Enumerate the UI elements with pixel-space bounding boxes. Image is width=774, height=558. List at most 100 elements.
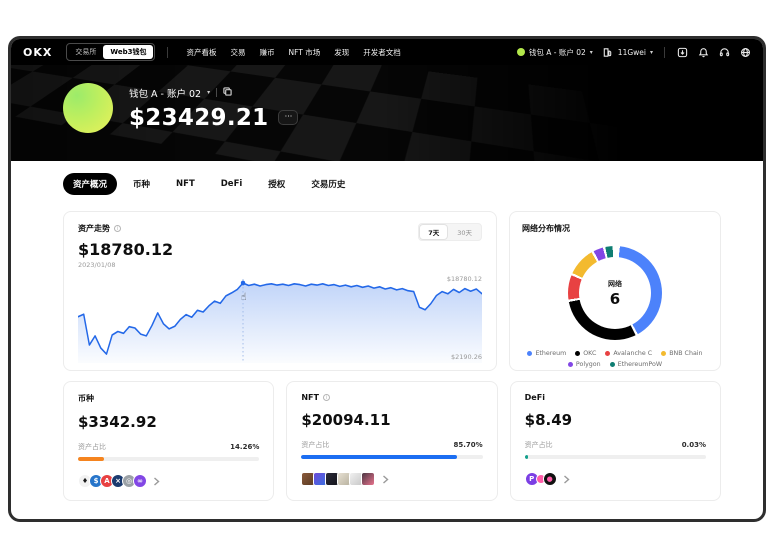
asset-trend-card: 资产走势 i $18780.12 2023/01/08 7天 30天 bbox=[63, 211, 497, 371]
chart-min-label: $2190.26 bbox=[450, 353, 482, 361]
eth-icon: ♦ bbox=[78, 474, 92, 488]
tab-nft[interactable]: NFT bbox=[176, 179, 195, 189]
menu-nft-market[interactable]: NFT 市场 bbox=[288, 47, 321, 57]
okx-logo: OKX bbox=[23, 45, 53, 59]
asset-trend-date: 2023/01/08 bbox=[78, 261, 116, 269]
chevron-down-icon: ▾ bbox=[589, 48, 593, 56]
defi-protocol-icons: P ● bbox=[524, 472, 557, 486]
menu-asset-dashboard[interactable]: 资产看板 bbox=[186, 47, 217, 57]
exchange-web3-toggle: 交易所 Web3钱包 bbox=[66, 43, 156, 61]
nft-ratio-percent: 85.70% bbox=[453, 441, 483, 449]
nav-divider bbox=[167, 46, 169, 58]
info-icon[interactable]: i bbox=[114, 225, 121, 232]
account-switcher[interactable]: 钱包 A - 账户 02 ▾ bbox=[516, 47, 593, 58]
nft-card-title: NFT bbox=[301, 393, 319, 402]
main-content: 资产概况 币种 NFT DeFi 授权 交易历史 资产走势 i $18780.1… bbox=[11, 161, 763, 501]
defi-ratio-percent: 0.03% bbox=[681, 441, 706, 449]
gas-pump-icon bbox=[602, 46, 614, 58]
defi-progress-track bbox=[524, 455, 706, 459]
network-donut-chart[interactable]: 网络 6 bbox=[568, 246, 662, 340]
tab-history[interactable]: 交易历史 bbox=[311, 180, 346, 190]
toggle-exchange[interactable]: 交易所 bbox=[75, 48, 97, 56]
top-navbar: OKX 交易所 Web3钱包 资产看板 交易 赚币 NFT 市场 发现 开发者文… bbox=[11, 39, 763, 65]
nft-progress-track bbox=[301, 455, 483, 459]
headset-icon[interactable] bbox=[718, 46, 730, 58]
legend-item-avalanche: Avalanche C bbox=[605, 350, 652, 357]
nav-menu: 资产看板 交易 赚币 NFT 市场 发现 开发者文档 bbox=[186, 47, 400, 58]
tab-asset-overview[interactable]: 资产概况 bbox=[63, 173, 118, 195]
tokens-summary-card: 币种 $3342.92 资产占比 14.26% ♦ $ A × ◎ ∞ bbox=[63, 381, 275, 501]
section-tabs: 资产概况 币种 NFT DeFi 授权 交易历史 bbox=[63, 173, 721, 195]
tokens-value: $3342.92 bbox=[78, 413, 157, 431]
nft-summary-card: NFT i $20094.11 资产占比 85.70% bbox=[286, 381, 498, 501]
wallet-hero: 钱包 A - 账户 02 ▾ $23429.21 ··· bbox=[11, 65, 763, 161]
polygon-icon: ∞ bbox=[133, 474, 147, 488]
defi-progress-bar bbox=[524, 455, 529, 459]
defi-value: $8.49 bbox=[524, 411, 573, 429]
info-icon[interactable]: i bbox=[322, 394, 330, 401]
tokens-ratio-label: 资产占比 bbox=[78, 443, 106, 451]
app-window: OKX 交易所 Web3钱包 资产看板 交易 赚币 NFT 市场 发现 开发者文… bbox=[8, 36, 766, 522]
legend-item-okc: OKC bbox=[575, 350, 596, 357]
account-status-dot bbox=[516, 48, 525, 56]
legend-item-bnb-chain: BNB Chain bbox=[661, 350, 703, 357]
asset-trend-title: 资产走势 bbox=[78, 224, 110, 233]
chevron-down-icon: ▾ bbox=[649, 48, 653, 56]
wallet-avatar[interactable] bbox=[63, 83, 113, 133]
legend-dot bbox=[527, 351, 533, 356]
defi-ratio-label: 资产占比 bbox=[524, 441, 553, 449]
tab-defi[interactable]: DeFi bbox=[220, 179, 243, 189]
cursor-dot bbox=[240, 280, 246, 286]
wallet-name: 钱包 A - 账户 02 bbox=[129, 88, 202, 100]
legend-dot bbox=[575, 351, 581, 356]
tab-approvals[interactable]: 授权 bbox=[268, 180, 286, 190]
legend-dot bbox=[567, 362, 573, 367]
total-balance: $23429.21 bbox=[129, 104, 269, 131]
hand-cursor-icon: ☝ bbox=[240, 291, 247, 303]
hero-gradient-overlay bbox=[11, 65, 763, 161]
divider bbox=[216, 88, 218, 97]
defi-card-title: DeFi bbox=[524, 393, 545, 402]
menu-dev-docs[interactable]: 开发者文档 bbox=[363, 47, 401, 57]
chevron-right-icon[interactable] bbox=[382, 474, 389, 484]
toggle-web3-wallet[interactable]: Web3钱包 bbox=[103, 45, 154, 59]
range-7d-button[interactable]: 7天 bbox=[419, 224, 449, 240]
chevron-down-icon[interactable]: ▾ bbox=[207, 89, 211, 96]
copy-icon[interactable] bbox=[223, 86, 232, 99]
tab-tokens[interactable]: 币种 bbox=[133, 180, 151, 190]
chart-max-label: $18780.12 bbox=[446, 275, 482, 283]
nft-ratio-label: 资产占比 bbox=[301, 441, 330, 449]
range-30d-button[interactable]: 30天 bbox=[457, 229, 472, 237]
legend-dot bbox=[609, 362, 615, 367]
network-legend: Ethereum OKC Avalanche C BNB Chain bbox=[522, 350, 708, 368]
donut-center: 网络 6 bbox=[579, 257, 651, 329]
nft-value: $20094.11 bbox=[301, 411, 391, 429]
chevron-right-icon[interactable] bbox=[563, 474, 570, 484]
nav-right-cluster: 钱包 A - 账户 02 ▾ 11Gwei ▾ bbox=[516, 46, 751, 58]
tokens-card-title: 币种 bbox=[78, 394, 94, 403]
tokens-ratio-percent: 14.26% bbox=[230, 443, 260, 451]
more-actions-button[interactable]: ··· bbox=[278, 110, 299, 125]
menu-discover[interactable]: 发现 bbox=[334, 47, 350, 57]
menu-trade[interactable]: 交易 bbox=[230, 47, 246, 57]
gas-price[interactable]: 11Gwei ▾ bbox=[602, 46, 653, 58]
legend-item-ethereum: Ethereum bbox=[527, 350, 566, 357]
tokens-progress-bar bbox=[78, 457, 104, 461]
defi-dark-icon: ● bbox=[542, 472, 557, 486]
globe-icon[interactable] bbox=[739, 46, 751, 58]
trend-svg bbox=[78, 279, 482, 363]
menu-earn[interactable]: 赚币 bbox=[259, 47, 275, 57]
legend-dot bbox=[661, 351, 667, 356]
donut-center-value: 6 bbox=[609, 289, 621, 308]
donut-center-label: 网络 bbox=[608, 279, 622, 288]
download-icon[interactable] bbox=[676, 46, 688, 58]
network-card-title: 网络分布情况 bbox=[522, 224, 570, 233]
chevron-right-icon[interactable] bbox=[153, 476, 160, 486]
nft-thumbnails bbox=[301, 472, 376, 486]
legend-item-ethereumpow: EthereumPoW bbox=[609, 361, 662, 368]
range-toggle: 7天 30天 bbox=[418, 223, 482, 241]
tokens-progress-track bbox=[78, 457, 260, 461]
bell-icon[interactable] bbox=[697, 46, 709, 58]
token-icons: ♦ $ A × ◎ ∞ bbox=[78, 474, 147, 488]
trend-line-chart[interactable]: ☝ $18780.12 $2190.26 bbox=[78, 275, 482, 363]
